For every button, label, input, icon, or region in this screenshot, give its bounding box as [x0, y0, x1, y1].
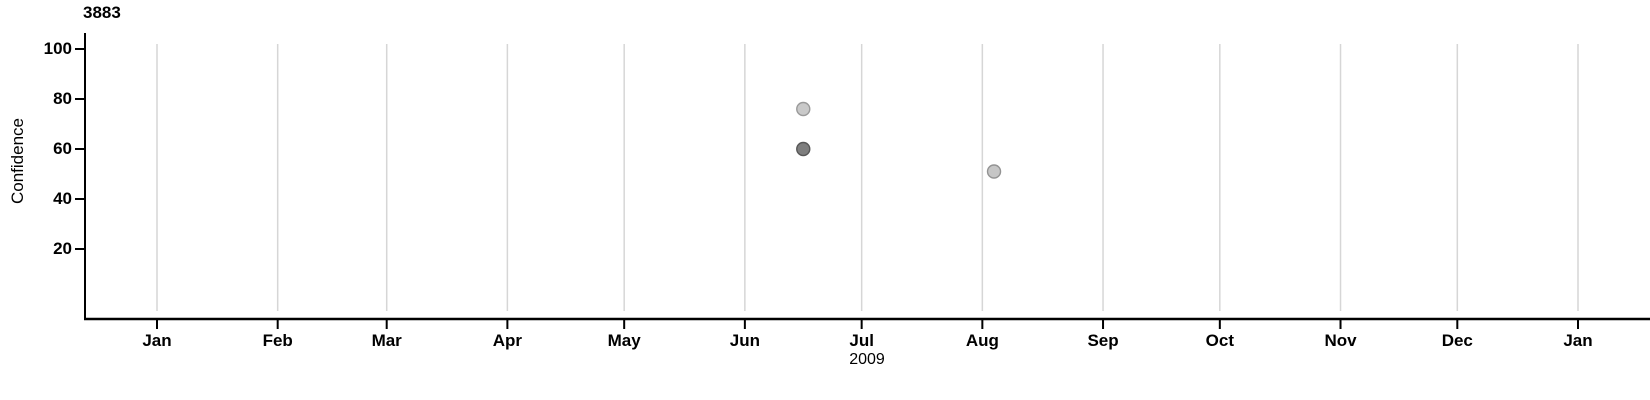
y-tick-label: 100	[43, 39, 72, 58]
panel-label: 3883	[83, 3, 121, 22]
x-tick-label: Jul	[849, 331, 874, 350]
x-tick-label: Sep	[1087, 331, 1119, 350]
y-tick-label: 80	[53, 89, 72, 108]
x-tick-label: Aug	[965, 331, 999, 350]
y-tick-label: 60	[53, 139, 72, 158]
x-axis-title: 2009	[849, 351, 885, 368]
x-tick-label: Feb	[262, 331, 293, 350]
x-tick-label: Nov	[1324, 331, 1357, 350]
x-tick-label: Mar	[371, 331, 402, 350]
x-tick-label: Oct	[1205, 331, 1234, 350]
x-tick-label: Jan	[1563, 331, 1593, 350]
data-point	[986, 164, 1002, 179]
x-tick-label: Dec	[1441, 331, 1473, 350]
data-point	[796, 141, 811, 157]
x-tick-label: Apr	[492, 331, 523, 350]
x-tick-label: May	[607, 331, 641, 350]
x-tick-label: Jan	[142, 331, 172, 350]
y-tick-label: 40	[53, 189, 72, 208]
data-point	[796, 101, 811, 117]
y-tick-label: 20	[53, 239, 72, 258]
x-tick-label: Jun	[729, 331, 760, 350]
